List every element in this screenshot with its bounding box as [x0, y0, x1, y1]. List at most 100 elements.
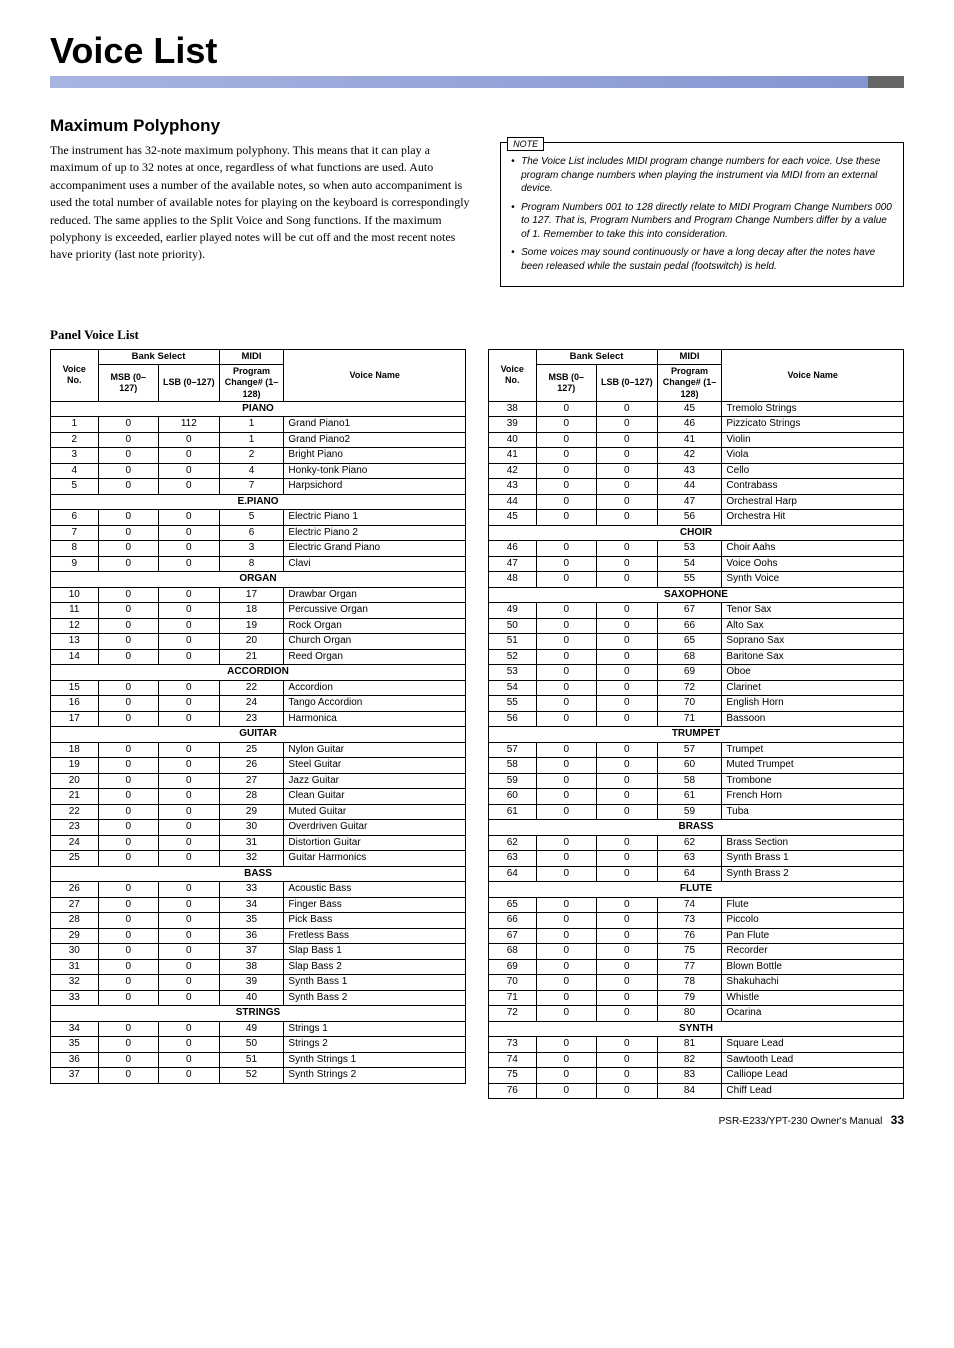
- pc-cell: 30: [219, 820, 284, 836]
- lsb-cell: 0: [159, 804, 220, 820]
- pc-cell: 75: [657, 944, 722, 960]
- msb-cell: 0: [98, 1052, 159, 1068]
- voice-no-cell: 66: [489, 913, 537, 929]
- msb-cell: 0: [536, 649, 597, 665]
- name-cell: Electric Piano 1: [284, 510, 466, 526]
- voice-no-cell: 45: [489, 510, 537, 526]
- pc-cell: 71: [657, 711, 722, 727]
- table-row: 600061French Horn: [489, 789, 904, 805]
- lsb-cell: 0: [597, 556, 658, 572]
- note-box: NOTE The Voice List includes MIDI progra…: [500, 142, 904, 287]
- msb-cell: 0: [536, 510, 597, 526]
- voice-no-cell: 20: [51, 773, 99, 789]
- voice-no-cell: 70: [489, 975, 537, 991]
- table-row: BRASS: [489, 820, 904, 836]
- th-lsb: LSB (0–127): [597, 365, 658, 402]
- name-cell: Shakuhachi: [722, 975, 904, 991]
- table-row: 700078Shakuhachi: [489, 975, 904, 991]
- name-cell: Synth Strings 1: [284, 1052, 466, 1068]
- msb-cell: 0: [536, 959, 597, 975]
- voice-no-cell: 10: [51, 587, 99, 603]
- category-cell: FLUTE: [489, 882, 904, 898]
- msb-cell: 0: [98, 990, 159, 1006]
- table-row: 110018Percussive Organ: [51, 603, 466, 619]
- table-row: 460053Choir Aahs: [489, 541, 904, 557]
- pc-cell: 26: [219, 758, 284, 774]
- pc-cell: 59: [657, 804, 722, 820]
- th-voice-no: Voice No.: [489, 350, 537, 402]
- msb-cell: 0: [536, 789, 597, 805]
- table-row: 8003Electric Grand Piano: [51, 541, 466, 557]
- table-row: 450056Orchestra Hit: [489, 510, 904, 526]
- pc-cell: 32: [219, 851, 284, 867]
- msb-cell: 0: [536, 851, 597, 867]
- lsb-cell: 0: [597, 975, 658, 991]
- name-cell: Fretless Bass: [284, 928, 466, 944]
- table-row: 190026Steel Guitar: [51, 758, 466, 774]
- name-cell: Sawtooth Lead: [722, 1052, 904, 1068]
- table-row: 3002Bright Piano: [51, 448, 466, 464]
- voice-no-cell: 40: [489, 432, 537, 448]
- table-row: 250032Guitar Harmonics: [51, 851, 466, 867]
- voice-no-cell: 51: [489, 634, 537, 650]
- voice-no-cell: 24: [51, 835, 99, 851]
- msb-cell: 0: [98, 789, 159, 805]
- table-row: ACCORDION: [51, 665, 466, 681]
- voice-no-cell: 54: [489, 680, 537, 696]
- pc-cell: 57: [657, 742, 722, 758]
- msb-cell: 0: [536, 541, 597, 557]
- pc-cell: 64: [657, 866, 722, 882]
- pc-cell: 82: [657, 1052, 722, 1068]
- lsb-cell: 0: [597, 990, 658, 1006]
- pc-cell: 67: [657, 603, 722, 619]
- table-row: 480055Synth Voice: [489, 572, 904, 588]
- msb-cell: 0: [98, 773, 159, 789]
- table-row: 100017Drawbar Organ: [51, 587, 466, 603]
- voice-no-cell: 29: [51, 928, 99, 944]
- lsb-cell: 0: [159, 975, 220, 991]
- name-cell: Grand Piano2: [284, 432, 466, 448]
- pc-cell: 34: [219, 897, 284, 913]
- name-cell: Drawbar Organ: [284, 587, 466, 603]
- table-header: Voice No. Bank Select MIDI Voice Name MS…: [489, 350, 904, 402]
- pc-cell: 51: [219, 1052, 284, 1068]
- table-row: 660073Piccolo: [489, 913, 904, 929]
- table-row: 510065Soprano Sax: [489, 634, 904, 650]
- msb-cell: 0: [536, 618, 597, 634]
- msb-cell: 0: [536, 1037, 597, 1053]
- lsb-cell: 0: [597, 696, 658, 712]
- msb-cell: 0: [98, 556, 159, 572]
- voice-no-cell: 22: [51, 804, 99, 820]
- name-cell: Whistle: [722, 990, 904, 1006]
- pc-cell: 38: [219, 959, 284, 975]
- msb-cell: 0: [98, 913, 159, 929]
- voice-no-cell: 17: [51, 711, 99, 727]
- name-cell: Steel Guitar: [284, 758, 466, 774]
- pc-cell: 1: [219, 432, 284, 448]
- msb-cell: 0: [98, 975, 159, 991]
- table-row: 500066Alto Sax: [489, 618, 904, 634]
- msb-cell: 0: [98, 959, 159, 975]
- name-cell: Harmonica: [284, 711, 466, 727]
- lsb-cell: 0: [159, 913, 220, 929]
- msb-cell: 0: [98, 587, 159, 603]
- pc-cell: 68: [657, 649, 722, 665]
- name-cell: Voice Oohs: [722, 556, 904, 572]
- pc-cell: 19: [219, 618, 284, 634]
- lsb-cell: 0: [159, 1068, 220, 1084]
- category-cell: ORGAN: [51, 572, 466, 588]
- table-row: 300037Slap Bass 1: [51, 944, 466, 960]
- th-bank-select: Bank Select: [536, 350, 657, 365]
- msb-cell: 0: [98, 618, 159, 634]
- th-midi: MIDI: [657, 350, 722, 365]
- voice-no-cell: 57: [489, 742, 537, 758]
- pc-cell: 22: [219, 680, 284, 696]
- voice-no-cell: 43: [489, 479, 537, 495]
- voice-no-cell: 53: [489, 665, 537, 681]
- pc-cell: 80: [657, 1006, 722, 1022]
- pc-cell: 70: [657, 696, 722, 712]
- lsb-cell: 0: [159, 742, 220, 758]
- name-cell: Overdriven Guitar: [284, 820, 466, 836]
- lsb-cell: 0: [597, 789, 658, 805]
- lsb-cell: 0: [159, 649, 220, 665]
